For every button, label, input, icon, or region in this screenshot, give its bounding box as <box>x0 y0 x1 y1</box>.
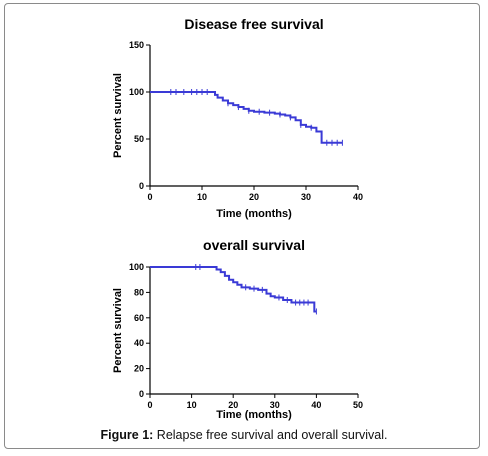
chart2-title: overall survival <box>203 237 305 253</box>
chart2-y-tick-label: 80 <box>134 287 144 297</box>
chart2-x-axis-label: Time (months) <box>216 409 292 421</box>
chart2-y-axis-label: Percent survival <box>112 288 124 373</box>
chart2-x-tick-label: 0 <box>147 400 152 410</box>
chart2-y-tick-label: 0 <box>139 389 144 399</box>
chart1-x-axis-label: Time (months) <box>216 208 292 220</box>
chart1-x-tick-label: 20 <box>249 192 259 202</box>
chart1-x-tick-label: 30 <box>301 192 311 202</box>
chart2-x-tick-label: 30 <box>270 400 280 410</box>
caption-text: Relapse free survival and overall surviv… <box>153 428 388 442</box>
chart1-x-tick-label: 10 <box>197 192 207 202</box>
chart2-x-tick-label: 40 <box>311 400 321 410</box>
chart1-y-tick-label: 100 <box>129 87 144 97</box>
chart1-y-axis-label: Percent survival <box>112 73 124 158</box>
chart2-y-tick-label: 40 <box>134 338 144 348</box>
chart2-x-tick-label: 50 <box>353 400 363 410</box>
figure-frame <box>4 3 480 449</box>
chart1-title: Disease free survival <box>184 16 323 32</box>
chart2-y-tick-label: 100 <box>129 262 144 272</box>
chart2-survival-curve <box>150 266 317 313</box>
chart2-y-tick-label: 20 <box>134 364 144 374</box>
chart1-x-tick-label: 0 <box>147 192 152 202</box>
chart1-x-tick-label: 40 <box>353 192 363 202</box>
chart1-y-tick-label: 150 <box>129 40 144 50</box>
caption-label: Figure 1: <box>100 428 154 442</box>
chart1-y-tick-label: 50 <box>134 134 144 144</box>
chart1-survival-curve <box>150 91 343 144</box>
chart1-y-tick-label: 0 <box>139 181 144 191</box>
chart2-x-tick-label: 20 <box>228 400 238 410</box>
chart2-y-tick-label: 60 <box>134 313 144 323</box>
figure-caption: Figure 1: Relapse free survival and over… <box>0 428 488 442</box>
chart2-x-tick-label: 10 <box>187 400 197 410</box>
